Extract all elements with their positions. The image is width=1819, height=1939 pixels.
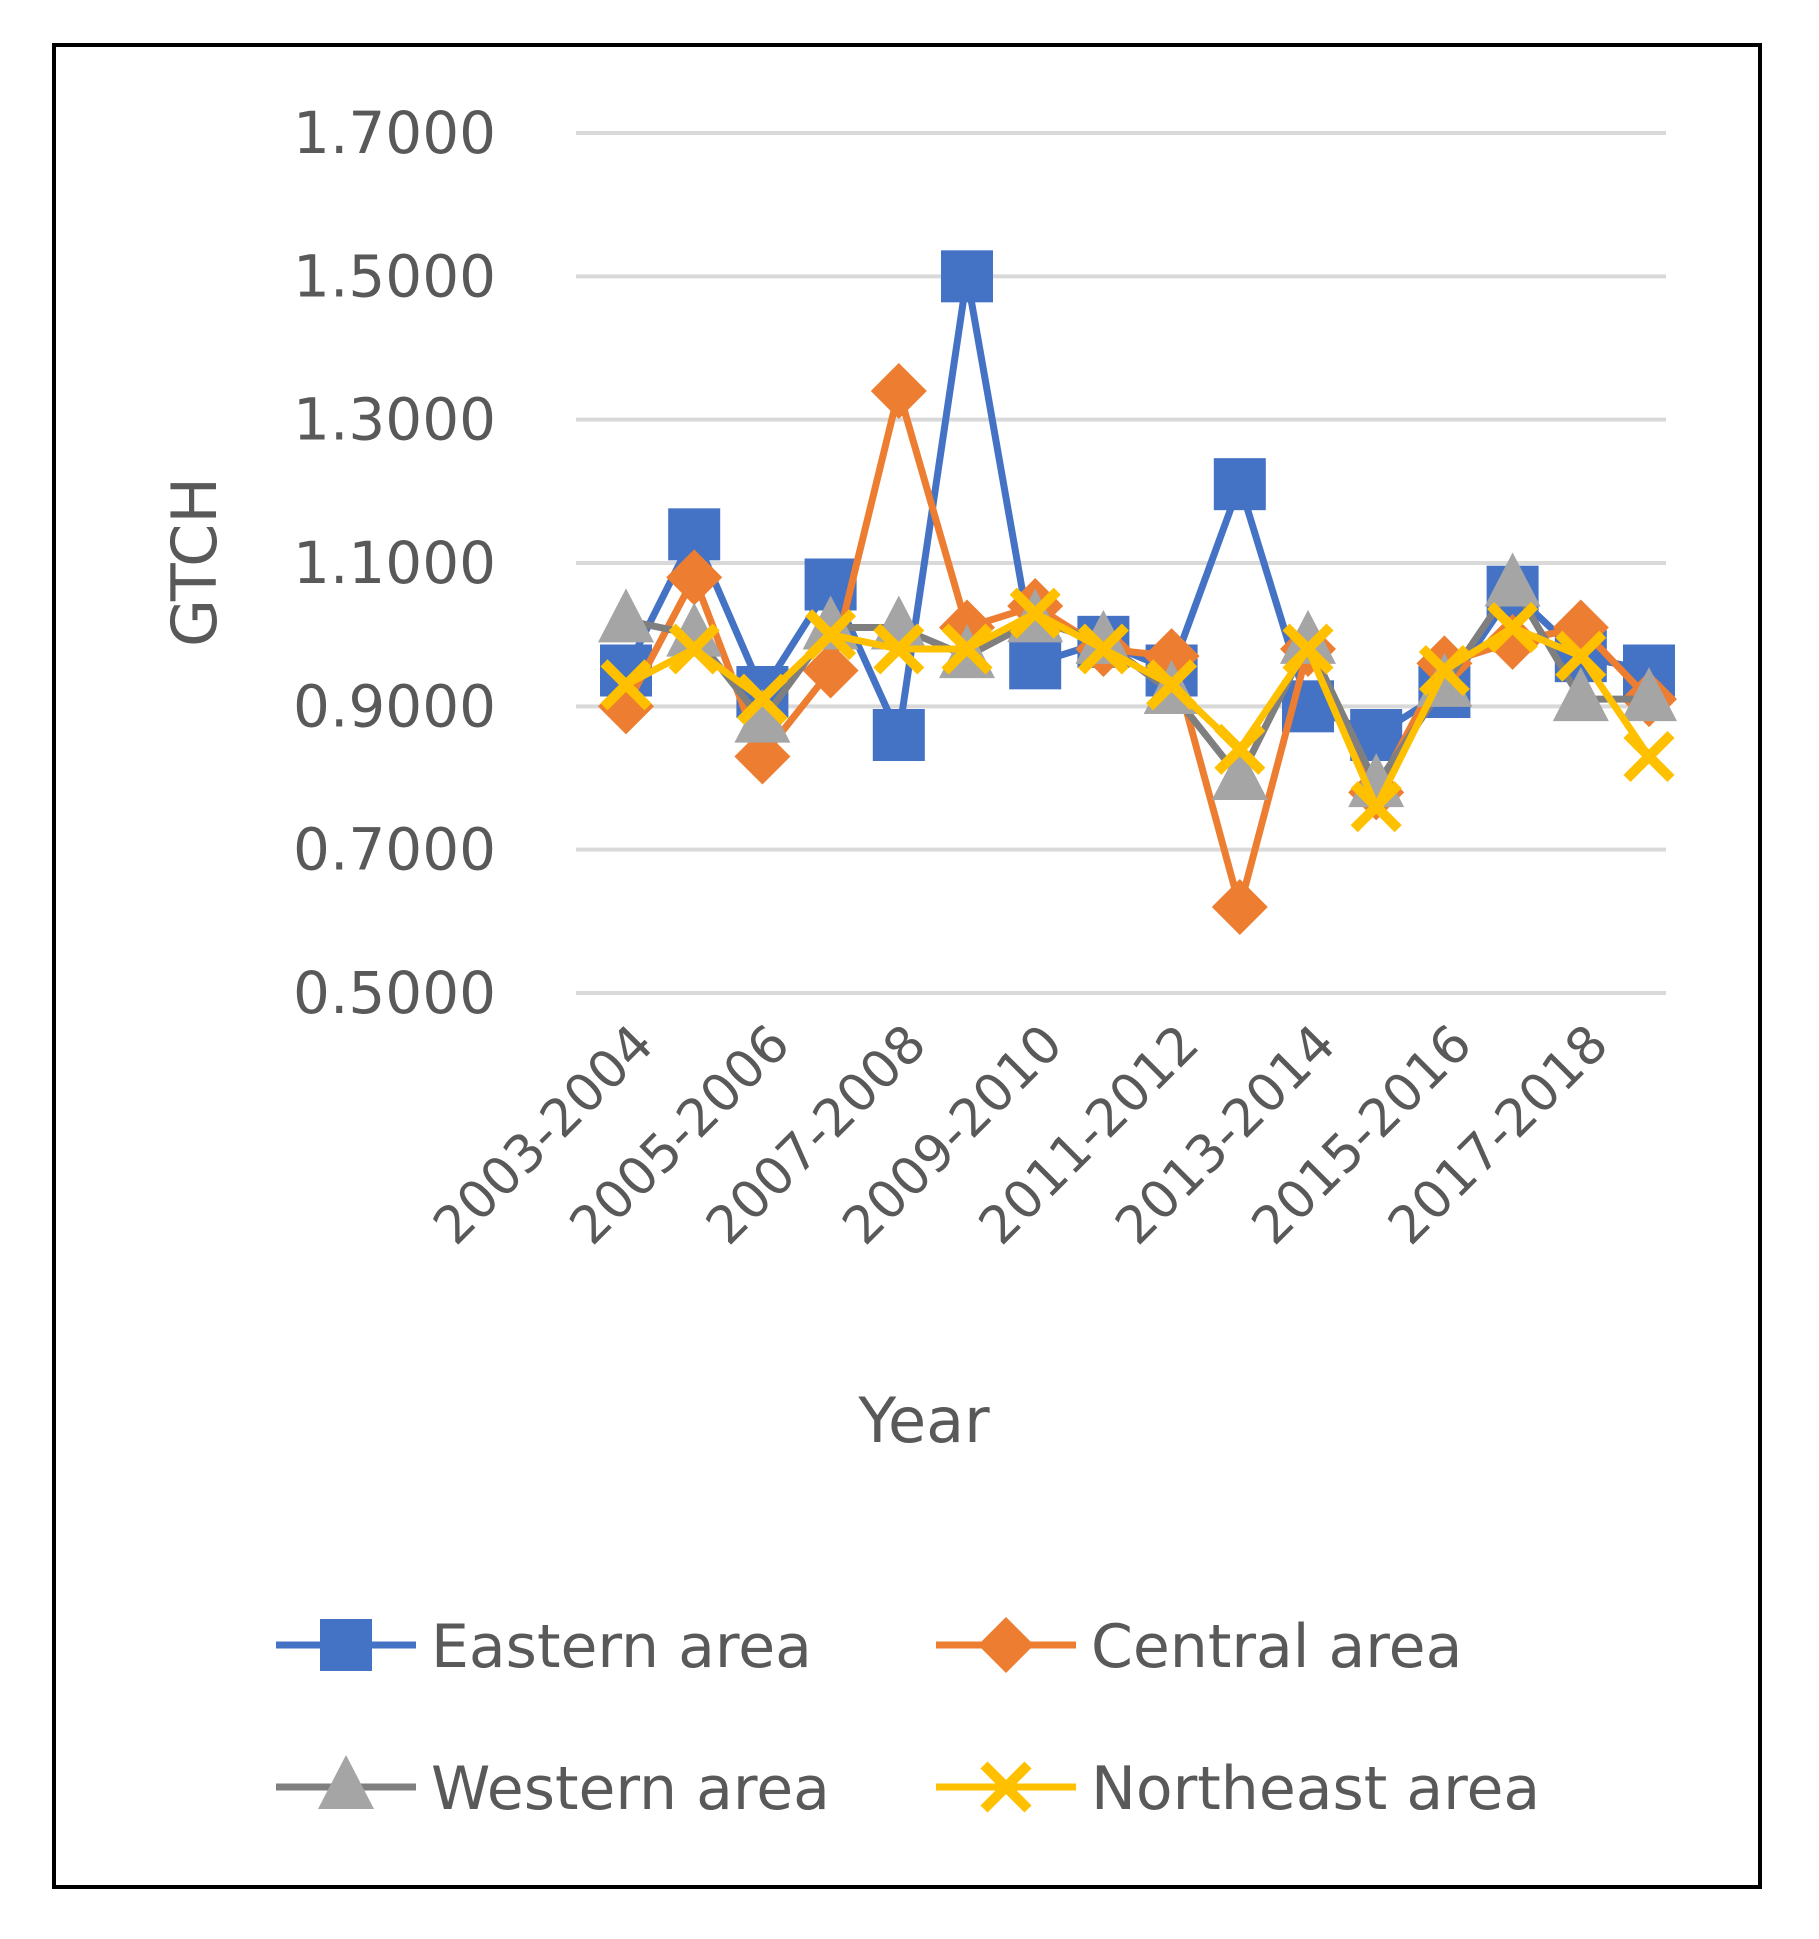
data-point [1350,781,1402,833]
y-tick-label: 1.5000 [293,242,496,310]
y-tick-label: 0.5000 [293,959,496,1027]
legend-label: Northeast area [1091,1754,1540,1824]
data-point [666,549,723,606]
data-point [1009,637,1062,690]
data-point [1211,746,1268,800]
legend-item: Northeast area [936,1754,1540,1824]
legend-marker [320,1619,372,1671]
legend-marker [318,1755,374,1809]
data-point [1214,723,1266,775]
data-point [941,623,993,675]
y-tick-label: 1.1000 [293,529,496,597]
data-point [1484,552,1541,607]
data-point [736,673,788,725]
data-point [870,363,927,419]
series-northeast-area [600,587,1675,833]
x-axis-title: Year [857,1384,990,1457]
data-point [1418,644,1470,697]
gridlines [576,131,1666,995]
legend-item: Western area [276,1754,830,1824]
series-line [622,272,1650,739]
line-chart: 0.5000 0.7000 0.9000 1.1000 1.3000 1.5000 1.70… [158,99,1677,1824]
legend-label: Eastern area [431,1612,812,1682]
data-point [1621,667,1677,722]
legend-item: Central area [936,1612,1462,1682]
y-tick-label: 0.9000 [293,672,496,740]
data-point [805,609,857,661]
data-point [666,602,723,657]
data-point [1009,587,1061,639]
series-line [624,609,1652,811]
data-point [1075,609,1132,664]
data-point [1282,623,1334,675]
data-point [1280,609,1336,664]
data-point [873,623,925,675]
data-point [1484,613,1541,670]
data-point [1487,601,1539,654]
data-point [802,642,859,699]
data-point [941,250,993,303]
data-point [668,623,720,675]
legend-marker [978,1617,1034,1673]
data-point [600,659,652,711]
data-point [1146,659,1198,711]
data-point [1552,667,1609,722]
chart-frame: 0.5000 0.7000 0.9000 1.1000 1.3000 1.5000 1.70… [52,43,1762,1889]
series-group [598,250,1677,935]
legend-item: Eastern area [276,1612,812,1682]
y-axis-title: GTCH [158,477,231,647]
data-point [1555,630,1607,682]
legend-label: Western area [431,1754,830,1824]
data-point [1213,458,1266,511]
legend: Eastern area Central area Western area Nort… [276,1612,1540,1824]
data-point [598,588,654,643]
y-tick-label: 1.7000 [293,99,496,167]
y-tick-label: 0.7000 [293,816,496,884]
data-point [1211,879,1268,935]
data-point [872,709,925,761]
data-point [734,688,791,743]
data-point [1623,730,1675,783]
y-tick-label: 1.3000 [293,386,496,454]
y-axis-ticks: 0.5000 0.7000 0.9000 1.1000 1.3000 1.5000 1.70… [293,99,496,1027]
x-axis-ticks: 2003-20042005-20062007-20082009-20102011… [422,1014,1620,1257]
legend-marker [980,1761,1032,1813]
series-eastern-area [600,250,1675,761]
legend-label: Central area [1091,1612,1462,1682]
data-point [1077,623,1129,675]
